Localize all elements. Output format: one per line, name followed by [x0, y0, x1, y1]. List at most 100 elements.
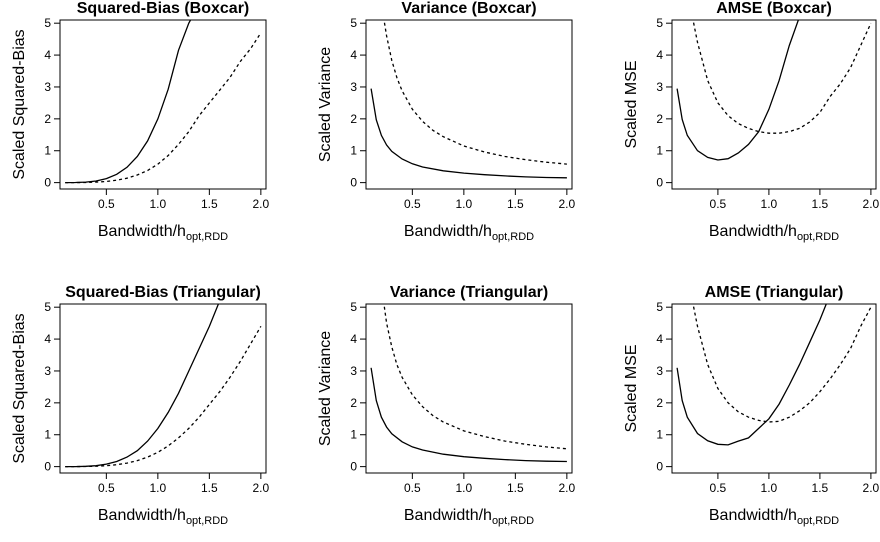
y-tick-label: 4 [350, 48, 357, 62]
y-axis-label: Scaled MSE [623, 344, 640, 432]
x-tick-label: 1.0 [761, 197, 778, 211]
x-tick-label: 1.5 [201, 481, 218, 495]
solid-series-line [676, 20, 800, 161]
x-tick-label: 1.0 [150, 197, 167, 211]
dashed-series-line [65, 325, 262, 468]
chart-title: Squared-Bias (Triangular) [65, 284, 261, 301]
y-axis-label: Scaled Variance [317, 331, 334, 446]
solid-series-line [65, 20, 192, 184]
y-tick-label: 5 [350, 300, 357, 314]
x-tick-label: 0.5 [98, 481, 115, 495]
y-tick-label: 2 [44, 396, 51, 410]
x-tick-label: 0.5 [404, 481, 421, 495]
x-tick-label: 1.5 [812, 197, 829, 211]
y-tick-label: 0 [44, 460, 51, 474]
y-tick-label: 3 [656, 80, 663, 94]
chart-panel: Variance (Boxcar) 0 1 2 3 4 5 0.5 1.0 1.5 2.0 Bandw… [317, 0, 576, 243]
x-tick-label: 1.5 [507, 197, 524, 211]
y-tick-label: 2 [656, 396, 663, 410]
chart-panel: Variance (Triangular) 0 1 2 3 4 5 0.5 1.0 1.5 2.0 B… [317, 284, 576, 527]
chart-panel: AMSE (Boxcar) 0 1 2 3 4 5 0.5 1.0 1.5 2.0 Bandwidth… [623, 0, 880, 243]
x-tick-label: 0.5 [710, 481, 727, 495]
x-axis-label: Bandwidth/hopt,RDD [709, 223, 839, 243]
dashed-series-line [692, 304, 872, 423]
plot-frame [365, 303, 573, 474]
chart-title: Variance (Boxcar) [401, 0, 536, 17]
chart-title: AMSE (Boxcar) [716, 0, 832, 17]
y-tick-label: 5 [656, 300, 663, 314]
y-tick-label: 5 [350, 16, 357, 30]
x-tick-label: 2.0 [253, 197, 270, 211]
y-tick-label: 1 [656, 428, 663, 442]
y-tick-label: 3 [350, 80, 357, 94]
x-tick-label: 0.5 [404, 197, 421, 211]
dashed-series-line [692, 20, 872, 134]
y-axis-label: Scaled MSE [623, 60, 640, 148]
y-tick-label: 5 [656, 16, 663, 30]
x-tick-label: 1.0 [456, 197, 473, 211]
y-tick-label: 5 [44, 300, 51, 314]
y-tick-label: 2 [656, 112, 663, 126]
y-axis-label: Scaled Variance [317, 47, 334, 162]
y-tick-label: 2 [44, 112, 51, 126]
plot-frame [671, 19, 877, 190]
x-tick-label: 0.5 [98, 197, 115, 211]
y-tick-label: 4 [656, 48, 663, 62]
x-tick-label: 1.5 [201, 197, 218, 211]
x-tick-label: 1.0 [150, 481, 167, 495]
y-tick-label: 2 [350, 396, 357, 410]
y-tick-label: 4 [44, 48, 51, 62]
x-tick-label: 1.5 [812, 481, 829, 495]
solid-series-line [370, 367, 567, 463]
y-tick-label: 0 [44, 176, 51, 190]
y-tick-label: 1 [44, 144, 51, 158]
dashed-series-line [383, 20, 567, 165]
chart-title: Squared-Bias (Boxcar) [77, 0, 250, 17]
plot-frame [671, 303, 877, 474]
y-axis-label: Scaled Squared-Bias [11, 313, 28, 463]
chart-panel: Squared-Bias (Triangular) 0 1 2 3 4 5 0.5 1.0 1.5… [11, 284, 270, 527]
solid-series-line [370, 88, 567, 179]
x-tick-label: 2.0 [559, 481, 576, 495]
dashed-series-line [383, 304, 567, 450]
x-axis-label: Bandwidth/hopt,RDD [404, 507, 534, 527]
y-tick-label: 1 [350, 144, 357, 158]
y-tick-label: 1 [656, 144, 663, 158]
y-tick-label: 4 [656, 332, 663, 346]
x-tick-label: 2.0 [863, 197, 880, 211]
x-tick-label: 2.0 [559, 197, 576, 211]
y-axis-label: Scaled Squared-Bias [11, 29, 28, 179]
y-tick-label: 3 [44, 364, 51, 378]
plot-frame [59, 19, 267, 190]
y-tick-label: 4 [44, 332, 51, 346]
chart-title: AMSE (Triangular) [705, 284, 844, 301]
chart-title: Variance (Triangular) [390, 284, 548, 301]
x-tick-label: 1.5 [507, 481, 524, 495]
y-tick-label: 1 [44, 428, 51, 442]
y-tick-label: 3 [44, 80, 51, 94]
y-tick-label: 3 [350, 364, 357, 378]
dashed-series-line [65, 32, 262, 184]
chart-panel: AMSE (Triangular) 0 1 2 3 4 5 0.5 1.0 1.5 2.0 Bandw… [623, 284, 880, 527]
x-tick-label: 1.0 [456, 481, 473, 495]
x-axis-label: Bandwidth/hopt,RDD [404, 223, 534, 243]
y-tick-label: 0 [656, 460, 663, 474]
solid-series-line [676, 304, 827, 446]
x-axis-label: Bandwidth/hopt,RDD [98, 223, 228, 243]
x-axis-label: Bandwidth/hopt,RDD [709, 507, 839, 527]
y-tick-label: 0 [350, 176, 357, 190]
y-tick-label: 0 [350, 460, 357, 474]
y-tick-label: 1 [350, 428, 357, 442]
x-tick-label: 2.0 [253, 481, 270, 495]
y-tick-label: 2 [350, 112, 357, 126]
x-tick-label: 0.5 [710, 197, 727, 211]
chart-panel: Squared-Bias (Boxcar) 0 1 2 3 4 5 0.5 1.0 1.5 2.0 B… [11, 0, 270, 243]
y-tick-label: 3 [656, 364, 663, 378]
solid-series-line [65, 304, 220, 468]
y-tick-label: 0 [656, 176, 663, 190]
x-tick-label: 2.0 [863, 481, 880, 495]
y-tick-label: 4 [350, 332, 357, 346]
x-tick-label: 1.0 [761, 481, 778, 495]
plot-frame [59, 303, 267, 474]
